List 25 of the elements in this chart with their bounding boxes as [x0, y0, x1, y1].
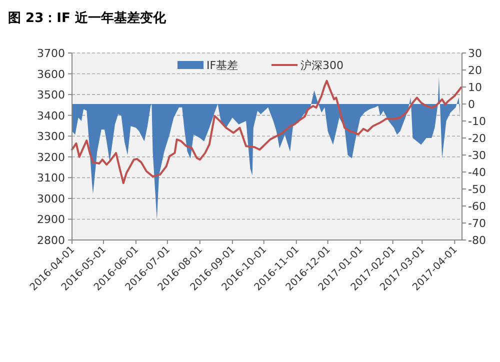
title: 图 23：IF 近一年基差变化: [8, 11, 166, 26]
y-tick-label: 3000: [37, 192, 65, 206]
y-tick-label: 3200: [37, 150, 65, 164]
y-tick-label: 2800: [37, 234, 65, 247]
y2-tick-label: -50: [468, 183, 486, 196]
legend-label: IF基差: [206, 59, 238, 72]
y-tick-label: 3600: [37, 68, 65, 81]
y2-tick-label: -60: [468, 200, 486, 213]
y2-tick-label: -20: [468, 132, 486, 145]
y-tick-label: 3100: [37, 172, 65, 185]
y2-tick-label: -80: [468, 234, 486, 247]
y2-tick-label: -10: [468, 115, 486, 128]
y2-tick-label: -40: [468, 166, 486, 179]
y-tick-label: 3700: [37, 47, 65, 60]
y2-tick-label: 30: [468, 47, 482, 60]
y2-tick-label: 10: [468, 81, 482, 94]
y2-tick-label: 0: [468, 98, 475, 111]
y-tick-label: 2900: [37, 213, 65, 226]
legend-label: 沪深300: [300, 59, 344, 72]
y-tick-label: 3300: [37, 130, 65, 144]
y2-tick-label: -30: [468, 149, 486, 162]
y2-tick-label: -70: [468, 217, 486, 230]
y2-tick-label: 20: [468, 64, 482, 77]
y-tick-label: 3500: [37, 88, 65, 102]
y-tick-label: 3400: [37, 109, 65, 122]
